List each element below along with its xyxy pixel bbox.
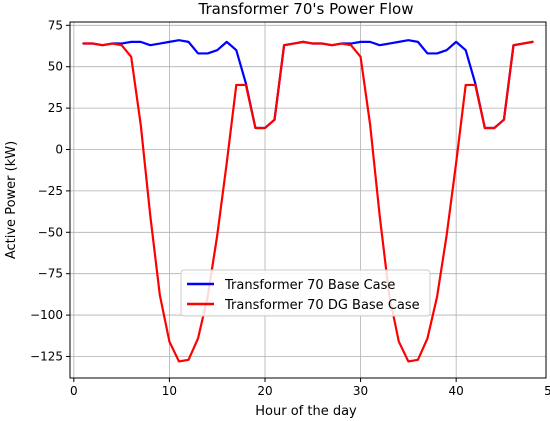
y-tick-label: −125 bbox=[30, 349, 63, 363]
y-tick-label: −50 bbox=[38, 225, 63, 239]
series-line-dg-base-case bbox=[82, 40, 534, 363]
y-axis-title: Active Power (kW) bbox=[4, 141, 19, 259]
x-tick-label: 30 bbox=[353, 384, 368, 398]
x-tick-label: 40 bbox=[449, 384, 464, 398]
legend-label-base-case: Transformer 70 Base Case bbox=[224, 278, 395, 293]
series-lines bbox=[82, 39, 534, 363]
x-tick-label: 50 bbox=[544, 384, 550, 398]
y-tick-label: −75 bbox=[38, 267, 63, 281]
y-tick-label: 25 bbox=[48, 101, 63, 115]
x-tick-label: 10 bbox=[162, 384, 177, 398]
y-tick-label: −100 bbox=[30, 308, 63, 322]
x-tick-label: 0 bbox=[70, 384, 78, 398]
x-tick-label: 20 bbox=[257, 384, 272, 398]
axis-ticks: 0 10 20 30 40 50 75 50 25 0 −25 −50 −75 −100 −125 bbox=[30, 18, 550, 398]
y-tick-label: 75 bbox=[48, 18, 63, 32]
chart-title: Transformer 70's Power Flow bbox=[198, 0, 414, 18]
y-tick-label: 50 bbox=[48, 60, 63, 74]
y-tick-label: −25 bbox=[38, 184, 63, 198]
legend-label-dg-base-case: Transformer 70 DG Base Case bbox=[224, 298, 420, 313]
legend-box bbox=[180, 269, 431, 317]
legend: Transformer 70 Base Case Transformer 70 … bbox=[180, 269, 431, 317]
y-tick-label: 0 bbox=[55, 142, 63, 156]
plot-frame bbox=[69, 21, 547, 379]
x-axis-title: Hour of the day bbox=[255, 404, 357, 419]
